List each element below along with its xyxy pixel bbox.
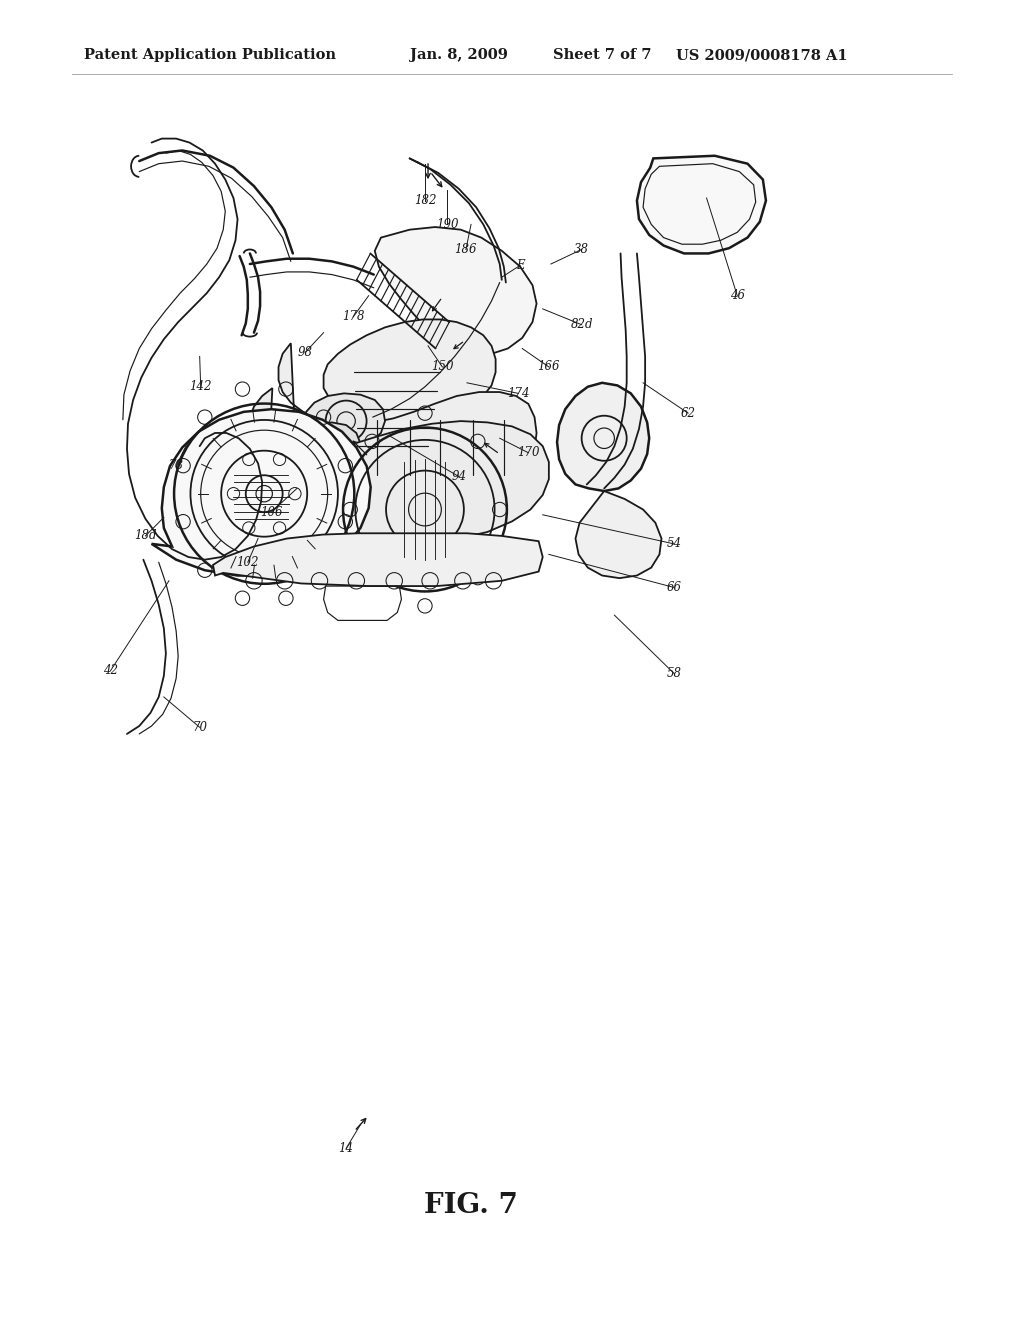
Polygon shape bbox=[557, 383, 649, 491]
Polygon shape bbox=[213, 533, 543, 586]
Polygon shape bbox=[375, 227, 537, 354]
Polygon shape bbox=[279, 343, 537, 502]
Text: Jan. 8, 2009: Jan. 8, 2009 bbox=[410, 49, 508, 62]
Polygon shape bbox=[250, 388, 549, 541]
Text: 58: 58 bbox=[667, 667, 681, 680]
Text: E: E bbox=[516, 259, 524, 272]
Polygon shape bbox=[295, 422, 360, 470]
Polygon shape bbox=[637, 156, 766, 253]
Text: 178: 178 bbox=[342, 310, 365, 323]
Text: 70: 70 bbox=[193, 721, 207, 734]
Text: 106: 106 bbox=[260, 506, 283, 519]
Text: 166: 166 bbox=[538, 360, 560, 374]
Text: 102: 102 bbox=[237, 556, 259, 569]
Text: 94: 94 bbox=[452, 470, 466, 483]
Text: 174: 174 bbox=[507, 387, 529, 400]
Text: Patent Application Publication: Patent Application Publication bbox=[84, 49, 336, 62]
Text: 42: 42 bbox=[103, 664, 118, 677]
Text: FIG. 7: FIG. 7 bbox=[424, 1192, 518, 1218]
Text: US 2009/0008178 A1: US 2009/0008178 A1 bbox=[676, 49, 848, 62]
Text: 170: 170 bbox=[517, 446, 540, 459]
Text: 78: 78 bbox=[169, 459, 183, 473]
Text: 98: 98 bbox=[298, 346, 312, 359]
Text: 150: 150 bbox=[431, 360, 454, 374]
Text: 18d: 18d bbox=[134, 529, 157, 543]
Polygon shape bbox=[575, 491, 662, 578]
Text: 54: 54 bbox=[667, 537, 681, 550]
Text: 38: 38 bbox=[574, 243, 589, 256]
Text: 182: 182 bbox=[414, 194, 436, 207]
Text: 82d: 82d bbox=[570, 318, 593, 331]
Text: Sheet 7 of 7: Sheet 7 of 7 bbox=[553, 49, 651, 62]
Text: 186: 186 bbox=[455, 243, 477, 256]
Polygon shape bbox=[324, 319, 496, 428]
Text: 142: 142 bbox=[189, 380, 212, 393]
Text: 190: 190 bbox=[436, 218, 459, 231]
Polygon shape bbox=[152, 409, 371, 576]
Polygon shape bbox=[304, 393, 385, 447]
Text: 66: 66 bbox=[667, 581, 681, 594]
Text: 62: 62 bbox=[681, 407, 695, 420]
Text: 46: 46 bbox=[730, 289, 744, 302]
Text: 14: 14 bbox=[339, 1142, 353, 1155]
